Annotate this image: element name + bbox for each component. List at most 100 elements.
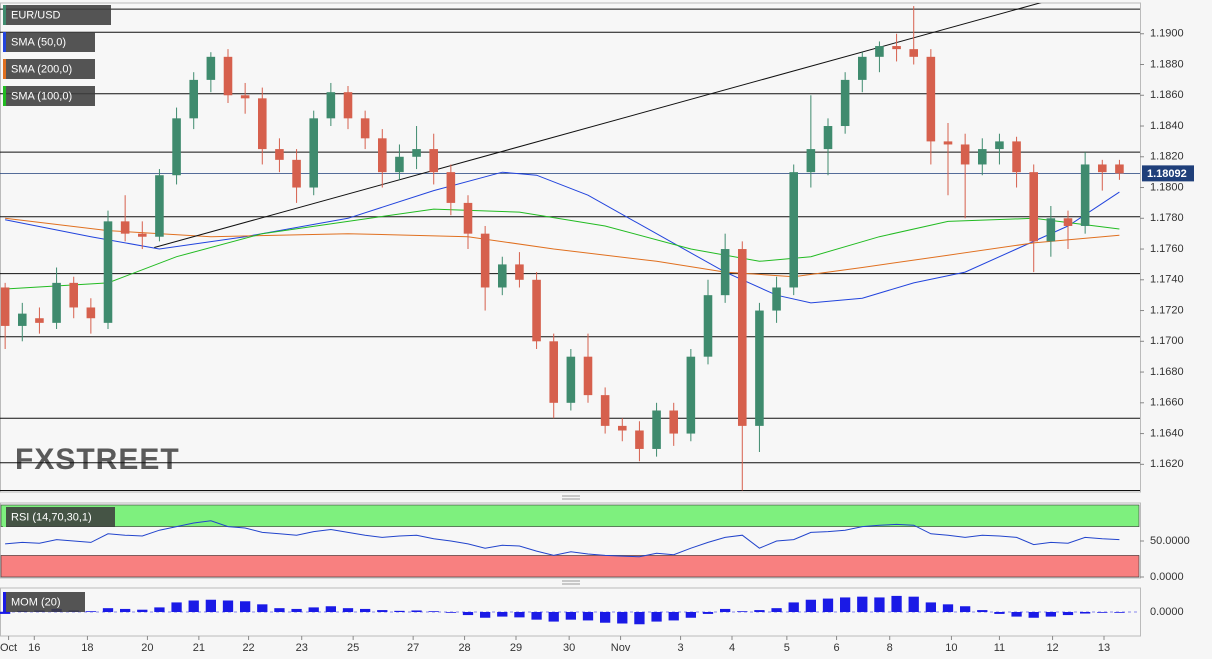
- mom-bar: [1062, 612, 1074, 616]
- mom-bar: [994, 612, 1005, 614]
- mom-bar: [600, 612, 611, 623]
- legend-label: SMA (50,0): [11, 36, 66, 48]
- candle-body: [138, 233, 147, 237]
- y-tick-label: 1.1900: [1150, 28, 1184, 40]
- mom-bar: [771, 608, 782, 612]
- trendline: [154, 3, 1042, 248]
- mom-bar: [188, 600, 199, 612]
- candle-body: [583, 356, 593, 396]
- candle-body: [566, 356, 576, 403]
- candle-body: [223, 56, 233, 96]
- candle-body: [86, 307, 96, 319]
- candle-body: [1046, 218, 1056, 242]
- candle-body: [960, 144, 970, 165]
- y-tick-label: 1.1620: [1150, 458, 1184, 470]
- mom-bar: [977, 610, 988, 612]
- candle-body: [635, 430, 644, 449]
- x-tick-label: 8: [887, 642, 893, 654]
- candle-body: [412, 149, 421, 157]
- x-tick-label: 25: [347, 642, 359, 654]
- x-tick-label: 6: [834, 642, 840, 654]
- mom-bar: [1011, 612, 1022, 617]
- candle-body: [292, 159, 301, 188]
- mom-bar: [617, 612, 628, 624]
- candle-body: [206, 56, 216, 80]
- legend-box: [3, 32, 95, 52]
- x-tick-label: 5: [784, 642, 790, 654]
- x-tick-label: 11: [994, 642, 1005, 654]
- y-tick-label: 1.1640: [1150, 427, 1184, 439]
- candle-body: [532, 279, 541, 342]
- y-tick-label: 1.1860: [1150, 89, 1184, 101]
- y-tick-label: 0.0000: [1150, 606, 1184, 618]
- candle-body: [772, 287, 781, 311]
- mom-bar: [514, 612, 525, 618]
- mom-bar: [360, 608, 371, 612]
- mom-bar: [822, 598, 834, 612]
- mom-bar: [0, 612, 11, 614]
- candle-body: [69, 282, 78, 308]
- candle-body: [789, 172, 798, 288]
- x-tick-label: 28: [458, 642, 470, 654]
- y-tick-label: 1.1700: [1150, 335, 1184, 347]
- mom-bar: [891, 595, 902, 612]
- mom-bar: [685, 612, 696, 618]
- candle-body: [275, 149, 284, 160]
- y-tick-label: 0.0000: [1150, 571, 1184, 583]
- y-tick-label: 1.1880: [1150, 58, 1184, 70]
- candle-body: [52, 282, 61, 323]
- candle-body: [858, 56, 867, 80]
- candle-body: [720, 249, 730, 296]
- candle-body: [669, 410, 678, 434]
- candle-body: [995, 141, 1004, 150]
- candle-body: [875, 46, 884, 57]
- legend-box: [3, 592, 85, 612]
- mom-bar: [737, 611, 748, 612]
- candle-body: [378, 138, 387, 173]
- x-tick-label: 12: [1046, 642, 1058, 654]
- mom-bar: [754, 610, 765, 612]
- x-tick-label: 29: [510, 642, 522, 654]
- y-tick-label: 1.1720: [1150, 304, 1184, 316]
- candle-body: [1029, 172, 1038, 242]
- x-tick-label: Oct: [0, 642, 17, 654]
- last-price-label: 1.18092: [1147, 168, 1187, 180]
- candle-body: [258, 98, 267, 150]
- mom-bar: [960, 606, 971, 612]
- candle-body: [840, 79, 850, 127]
- x-tick-label: Nov: [611, 642, 631, 654]
- legend-box: [3, 86, 95, 106]
- main-plot: [0, 3, 1140, 491]
- x-tick-label: 16: [28, 642, 40, 654]
- mom-bar: [1080, 612, 1091, 614]
- candle-body: [429, 149, 438, 173]
- mom-bar: [1114, 612, 1125, 613]
- x-tick-label: 30: [563, 642, 575, 654]
- mom-bar: [377, 610, 388, 612]
- x-tick-label: 10: [945, 642, 957, 654]
- candle-body: [549, 341, 558, 403]
- mom-bar: [840, 597, 851, 612]
- candle-body: [343, 92, 353, 119]
- legend-swatch: [3, 32, 6, 52]
- y-tick-label: 1.1660: [1150, 397, 1184, 409]
- watermark: FXSTREET: [15, 443, 180, 476]
- candle-body: [1098, 164, 1107, 173]
- legend-swatch: [3, 507, 6, 527]
- x-tick-label: 22: [242, 642, 254, 654]
- x-tick-label: 13: [1098, 642, 1110, 654]
- mom-bar: [205, 599, 216, 612]
- y-tick-label: 1.1780: [1150, 212, 1184, 224]
- candle-body: [189, 79, 198, 119]
- x-tick-label: 27: [407, 642, 419, 654]
- candle-body: [823, 126, 833, 150]
- sma-line: [5, 171, 1120, 304]
- mom-bar: [497, 612, 508, 617]
- mom-bar: [342, 608, 354, 612]
- candle-body: [120, 221, 130, 234]
- mom-bar: [582, 612, 594, 621]
- legend-box: [3, 507, 115, 527]
- y-tick-label: 1.1760: [1150, 243, 1184, 255]
